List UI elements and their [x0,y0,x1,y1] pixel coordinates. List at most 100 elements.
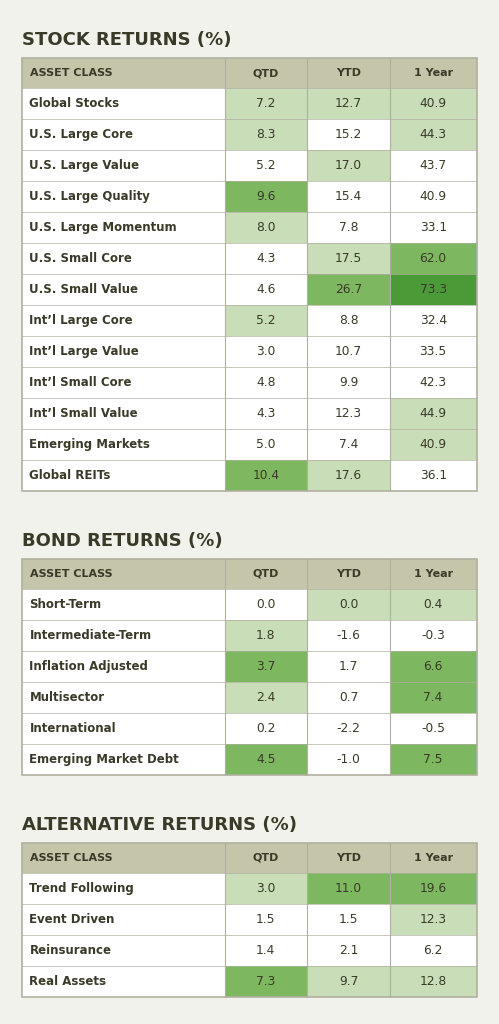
Text: -0.3: -0.3 [421,629,445,642]
Bar [307,589,390,620]
Text: ASSET CLASS: ASSET CLASS [30,68,113,78]
Text: Reinsurance: Reinsurance [29,944,111,957]
Bar [22,966,225,997]
Bar [22,274,225,305]
Bar [22,58,477,490]
Text: 5.0: 5.0 [256,438,275,451]
Bar [390,589,477,620]
Text: U.S. Small Core: U.S. Small Core [29,252,132,265]
Bar [307,398,390,429]
Bar [307,119,390,150]
Bar [307,713,390,744]
Text: 7.3: 7.3 [256,975,275,988]
Bar [225,305,307,336]
Text: Trend Following: Trend Following [29,882,134,895]
Text: ALTERNATIVE RETURNS (%): ALTERNATIVE RETURNS (%) [22,816,297,834]
Text: U.S. Large Momentum: U.S. Large Momentum [29,221,177,234]
Text: Int’l Small Value: Int’l Small Value [29,407,138,420]
Text: 15.4: 15.4 [335,190,362,203]
Bar [307,212,390,243]
Bar [390,873,477,904]
Text: 17.0: 17.0 [335,159,362,172]
Text: 32.4: 32.4 [420,314,447,327]
Bar [307,243,390,274]
Text: U.S. Large Value: U.S. Large Value [29,159,140,172]
Bar [225,243,307,274]
Bar [22,559,477,775]
Text: 8.0: 8.0 [256,221,275,234]
Text: 1.5: 1.5 [256,913,275,926]
Bar [307,460,390,490]
Text: 10.7: 10.7 [335,345,362,358]
Text: BOND RETURNS (%): BOND RETURNS (%) [22,532,223,550]
Bar [307,966,390,997]
Text: 2.1: 2.1 [339,944,358,957]
Text: 1 Year: 1 Year [414,68,453,78]
Text: 1.4: 1.4 [256,944,275,957]
Text: Int’l Small Core: Int’l Small Core [29,376,132,389]
Bar [225,744,307,775]
Text: YTD: YTD [336,68,361,78]
Bar [22,589,225,620]
Text: 1.8: 1.8 [256,629,275,642]
Text: 4.3: 4.3 [256,407,275,420]
Bar [22,119,225,150]
Text: 42.3: 42.3 [420,376,447,389]
Text: 8.8: 8.8 [339,314,358,327]
Bar [22,243,225,274]
Bar [307,181,390,212]
Text: 6.2: 6.2 [424,944,443,957]
Bar [390,713,477,744]
Text: 9.9: 9.9 [339,376,358,389]
Bar [22,713,225,744]
Text: 36.1: 36.1 [420,469,447,482]
Text: 4.8: 4.8 [256,376,275,389]
Text: 12.7: 12.7 [335,97,362,110]
Text: 17.6: 17.6 [335,469,362,482]
Bar [390,336,477,367]
Text: 1 Year: 1 Year [414,853,453,863]
Text: 73.3: 73.3 [420,283,447,296]
Text: 43.7: 43.7 [420,159,447,172]
Bar [22,559,477,589]
Bar [307,620,390,651]
Bar [390,651,477,682]
Bar [390,150,477,181]
Bar [225,873,307,904]
Text: Inflation Adjusted: Inflation Adjusted [29,660,148,673]
Bar [390,181,477,212]
Text: 12.8: 12.8 [420,975,447,988]
Bar [225,966,307,997]
Bar [390,460,477,490]
Text: STOCK RETURNS (%): STOCK RETURNS (%) [22,31,232,49]
Bar [22,935,225,966]
Bar [307,904,390,935]
Bar [390,119,477,150]
Text: 1.7: 1.7 [339,660,358,673]
Bar [225,150,307,181]
Bar [22,212,225,243]
Text: 19.6: 19.6 [420,882,447,895]
Bar [225,181,307,212]
Bar [307,429,390,460]
Bar [390,88,477,119]
Bar [22,843,477,873]
Bar [225,904,307,935]
Text: Global REITs: Global REITs [29,469,111,482]
Text: 26.7: 26.7 [335,283,362,296]
Bar [390,212,477,243]
Text: Real Assets: Real Assets [29,975,106,988]
Text: -0.5: -0.5 [421,722,445,735]
Text: 10.4: 10.4 [252,469,279,482]
Text: 9.6: 9.6 [256,190,275,203]
Text: 0.2: 0.2 [256,722,275,735]
Bar [225,589,307,620]
Text: 1.5: 1.5 [339,913,358,926]
Text: U.S. Small Value: U.S. Small Value [29,283,138,296]
Text: 7.2: 7.2 [256,97,275,110]
Text: 17.5: 17.5 [335,252,362,265]
Text: YTD: YTD [336,569,361,579]
Bar [307,651,390,682]
Text: 12.3: 12.3 [420,913,447,926]
Text: 7.4: 7.4 [424,691,443,705]
